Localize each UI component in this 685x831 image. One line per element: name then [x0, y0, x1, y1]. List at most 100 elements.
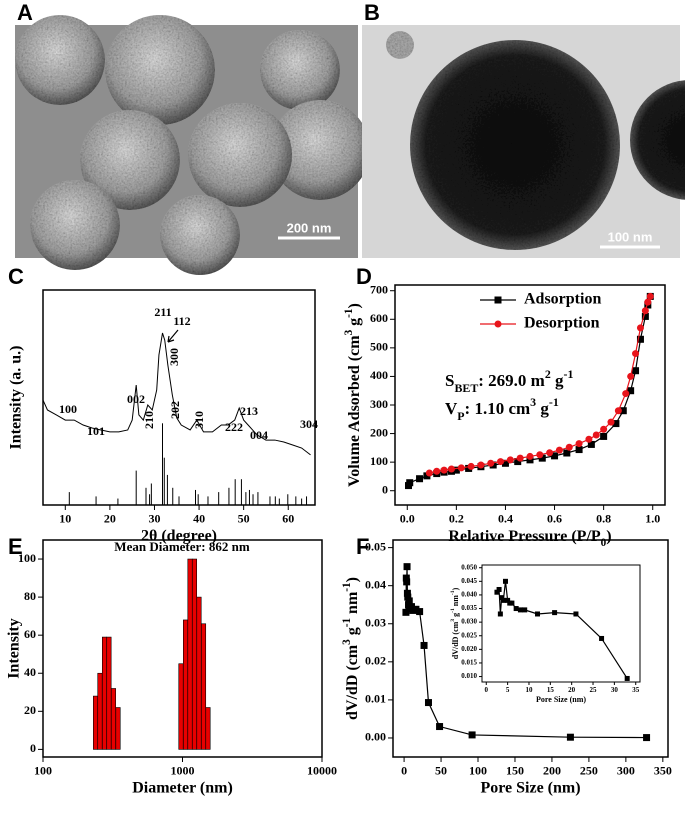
x-tick-label: 100: [34, 763, 52, 777]
marker: [587, 440, 595, 448]
x-tick-label: 1000: [171, 763, 195, 777]
y-tick-label: 400: [370, 368, 388, 382]
annotation: VP: 1.10 cm3 g-1: [445, 395, 559, 423]
y-tick-label: 20: [24, 703, 36, 717]
tem-image: 100 nm B: [362, 0, 685, 258]
x-axis-label: Pore Size (nm): [480, 780, 580, 797]
marker: [551, 452, 559, 460]
peak-label: 213: [240, 404, 258, 418]
text-part: S: [445, 371, 454, 390]
y-tick-label: 0: [382, 482, 388, 496]
marker: [643, 734, 651, 742]
y-tick-label: 700: [370, 282, 388, 296]
panel-letter: E: [8, 534, 23, 559]
marker: [424, 699, 432, 707]
x-tick-label: 1.0: [645, 511, 660, 525]
text-part: : 269.0 m: [478, 371, 545, 390]
x-tick-label: 15: [547, 686, 555, 694]
text-part: g: [344, 627, 361, 639]
text-part: 3: [341, 639, 353, 645]
text-part: g: [551, 371, 564, 390]
x-tick-label: 20: [104, 511, 116, 525]
y-tick-label: 0: [30, 741, 36, 755]
peak-label: 310: [192, 411, 206, 429]
marker: [436, 723, 444, 731]
y-tick-label: 0.03: [365, 616, 386, 630]
y-tick-label: 0.045: [461, 577, 477, 585]
x-axis-label: Relative Pressure (P/P0): [448, 528, 611, 549]
text-part: -1: [341, 618, 353, 628]
text-part: nm: [451, 595, 460, 608]
marker: [585, 435, 593, 443]
y-tick-label: 500: [370, 340, 388, 354]
bar: [106, 636, 112, 750]
marker: [403, 578, 411, 586]
x-tick-label: 25: [590, 686, 598, 694]
x-tick-label: 5: [506, 686, 510, 694]
marker: [452, 466, 460, 474]
y-tick-label: 0.04: [365, 577, 386, 591]
marker: [496, 586, 502, 592]
marker: [425, 469, 433, 477]
x-tick-label: 10000: [307, 763, 337, 777]
marker: [403, 589, 411, 597]
marker: [575, 440, 583, 448]
plot-frame: [481, 564, 641, 683]
text-part: ): [344, 577, 361, 582]
text-part: ): [346, 303, 363, 308]
panel-letter: D: [356, 264, 372, 289]
y-tick-label: 0.050: [461, 563, 477, 571]
y-tick-label: 0.01: [365, 692, 386, 706]
annotation: Mean Diameter: 862 nm: [114, 539, 250, 554]
x-tick-label: 0.2: [449, 511, 464, 525]
marker: [622, 390, 630, 398]
marker: [563, 449, 571, 457]
x-tick-label: 50: [238, 511, 250, 525]
y-tick-label: 600: [370, 311, 388, 325]
marker: [641, 307, 649, 315]
text-part: BET: [454, 381, 478, 395]
peak-label: 304: [300, 417, 318, 431]
marker: [501, 459, 509, 467]
panel-letter: B: [364, 0, 380, 25]
text-part: Relative Pressure (P/P: [448, 528, 600, 545]
text-part: P: [457, 409, 464, 423]
text-part: -1: [450, 608, 456, 613]
text-part: dV/dD (cm: [451, 621, 460, 659]
text-part: -1: [450, 590, 456, 595]
x-tick-label: 0: [401, 763, 407, 777]
marker: [457, 464, 465, 472]
y-tick-label: 0.010: [461, 672, 477, 680]
marker: [416, 608, 424, 616]
peak-label: 202: [168, 401, 182, 419]
marker: [546, 449, 554, 457]
x-tick-label: 200: [543, 763, 561, 777]
y-tick-label: 0.030: [461, 618, 477, 626]
plot-frame: [392, 539, 669, 758]
legend-marker: [494, 320, 502, 328]
x-tick-label: 0: [485, 686, 489, 694]
marker: [402, 574, 410, 582]
marker: [477, 461, 485, 469]
x-tick-label: 60: [282, 511, 294, 525]
marker: [423, 472, 431, 480]
marker: [641, 312, 649, 320]
text-part: -1: [564, 367, 574, 381]
bar: [115, 707, 121, 750]
marker: [433, 467, 441, 475]
marker: [636, 335, 644, 343]
y-tick-label: 60: [24, 627, 36, 641]
marker: [627, 372, 635, 380]
marker: [407, 603, 415, 611]
x-tick-label: 30: [148, 511, 160, 525]
x-tick-label: 10: [525, 686, 533, 694]
legend-label: Desorption: [524, 315, 600, 332]
marker: [565, 443, 573, 451]
y-tick-label: 0.02: [365, 654, 386, 668]
marker: [402, 608, 410, 616]
marker: [416, 475, 424, 483]
marker: [497, 458, 505, 466]
marker: [575, 446, 583, 454]
x-tick-label: 100: [469, 763, 487, 777]
marker: [624, 675, 630, 681]
